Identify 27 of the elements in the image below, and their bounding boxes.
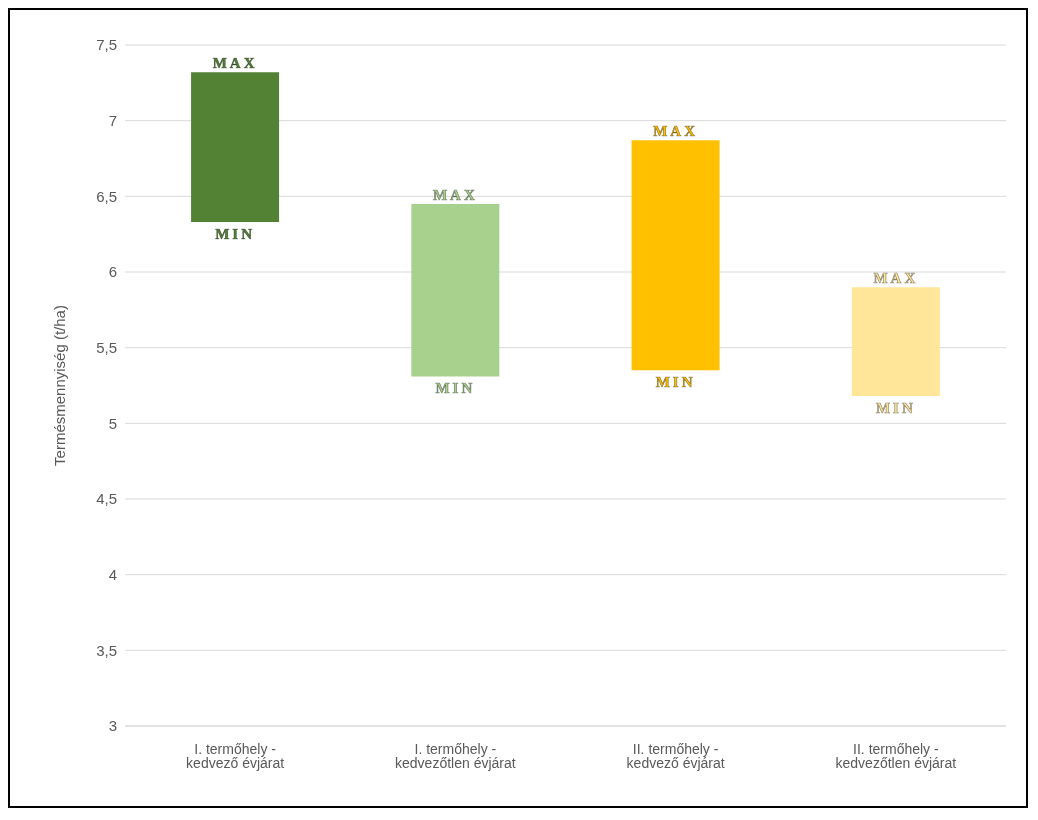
- annotation: MAX: [212, 55, 258, 72]
- y-tick-label: 5,5: [96, 338, 117, 356]
- y-tick-label: 3: [108, 717, 117, 735]
- bar: [411, 203, 500, 377]
- y-tick-label: 6: [108, 263, 117, 281]
- y-tick-label: 7,5: [96, 36, 117, 54]
- annotation: MIN: [655, 374, 696, 391]
- bar: [191, 72, 280, 223]
- x-tick-label: I. termőhely - kedvezőtlen évjárat: [395, 740, 516, 771]
- bar: [851, 287, 940, 397]
- y-axis-title: Termésmennyiség (t/ha): [51, 305, 69, 466]
- annotation: MAX: [873, 270, 919, 287]
- y-tick-label: 5: [108, 414, 117, 432]
- annotation: MAX: [653, 123, 699, 140]
- y-tick-label: 3,5: [96, 641, 117, 659]
- annotation: MAX: [432, 186, 478, 203]
- annotation: MIN: [435, 380, 476, 397]
- annotation: MIN: [875, 400, 916, 417]
- y-tick-label: 7: [108, 111, 117, 129]
- x-tick-label: II. termőhely - kedvezőtlen évjárat: [835, 740, 957, 771]
- y-tick-label: 4,5: [96, 490, 117, 508]
- x-tick-label: I. termőhely - kedvező évjárat: [186, 740, 285, 771]
- annotation: MIN: [215, 226, 256, 243]
- x-tick-label: II. termőhely - kedvező évjárat: [626, 740, 725, 771]
- bar: [631, 140, 720, 371]
- y-tick-label: 6,5: [96, 187, 117, 205]
- y-tick-label: 4: [108, 565, 117, 583]
